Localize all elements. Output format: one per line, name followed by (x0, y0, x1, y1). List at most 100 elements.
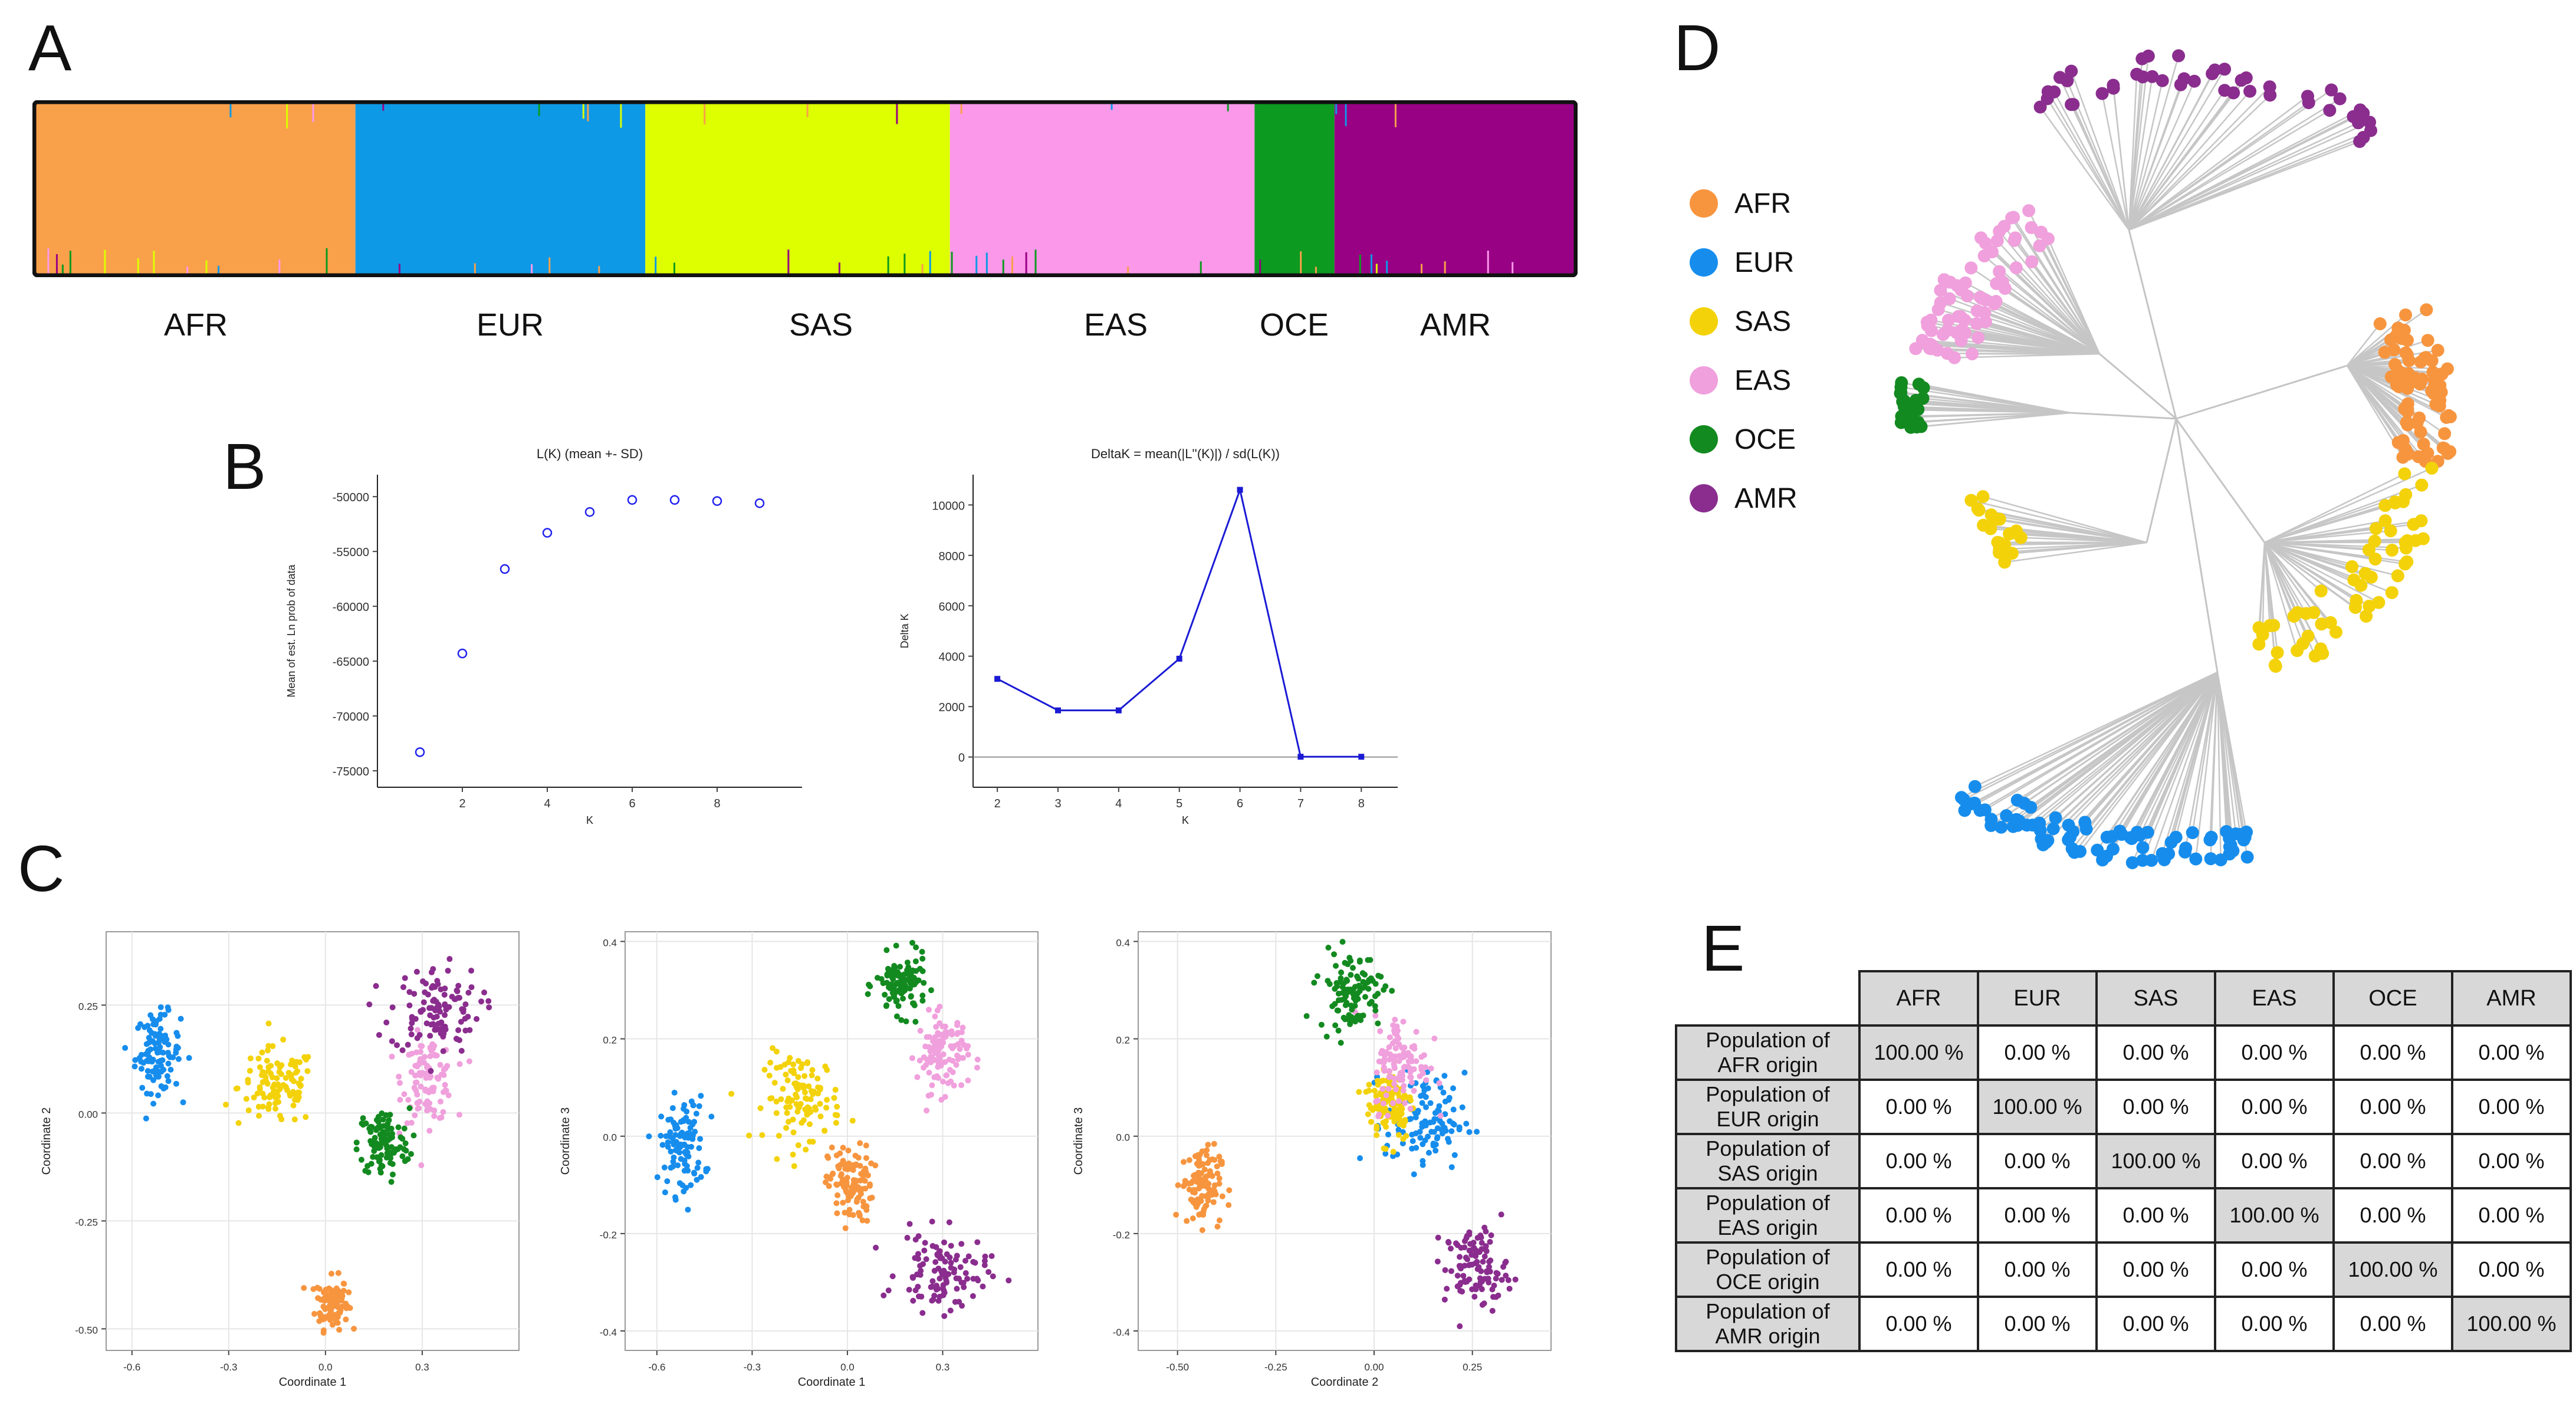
admixture-mark (1300, 251, 1302, 274)
mds-point-sas (778, 1096, 784, 1102)
table-cell: 0.00 % (1977, 1133, 2098, 1189)
tree-tip-afr (2415, 372, 2429, 386)
row-header: Population of SAS origin (1675, 1133, 1861, 1189)
mds-point-afr (860, 1203, 867, 1209)
mds-point-eas (921, 1054, 927, 1060)
mds-point-oce (1346, 1012, 1352, 1018)
y-axis-label: Coordinate 3 (1072, 1107, 1085, 1175)
tree-branch (2005, 288, 2100, 355)
legend-item-afr: AFR (1690, 174, 1798, 233)
mds-point-sas (285, 1070, 292, 1076)
table-cell: 0.00 % (2214, 1024, 2335, 1081)
mds-point-afr (822, 1179, 829, 1185)
mds-point-afr (1208, 1188, 1214, 1195)
mds-point-eas (1392, 1076, 1398, 1082)
tree-tip-amr (2172, 49, 2186, 63)
mds-point-eas (1391, 1027, 1397, 1034)
mds-point-amr (427, 1033, 433, 1039)
mds-point-afr (848, 1185, 855, 1191)
mds-point-oce (919, 948, 925, 955)
table-cell: 0.00 % (1858, 1296, 1979, 1352)
mds-point-sas (245, 1107, 252, 1113)
mds-point-eas (1408, 1053, 1414, 1060)
y-tick-label: -0.2 (600, 1230, 617, 1241)
tree-branch (2101, 93, 2130, 231)
mds-point-eur (1443, 1128, 1449, 1134)
mds-point-oce (912, 958, 919, 965)
mds-point-oce (386, 1117, 392, 1123)
deltak-point (1176, 656, 1182, 662)
mds-point-eas (1396, 1053, 1402, 1059)
mds-point-eur (170, 1054, 176, 1060)
mds-point-afr (334, 1320, 341, 1326)
mds-point-eas (958, 1029, 965, 1036)
mds-point-sas (278, 1062, 285, 1069)
mds-point-amr (962, 1270, 969, 1276)
mds-point-eas (1411, 1066, 1417, 1073)
mds-point-amr (1445, 1239, 1451, 1245)
structure-block-amr (1334, 104, 1574, 274)
mds-point-afr (1204, 1147, 1210, 1153)
mds-point-eas (432, 1052, 438, 1059)
mds-point-oce (1338, 969, 1345, 976)
mds-point-afr (860, 1198, 866, 1205)
mds-point-oce (883, 947, 890, 954)
mds-point-eur (1419, 1100, 1425, 1106)
tree-branch (2263, 542, 2304, 644)
mds-point-eas (1402, 1100, 1408, 1106)
mds-point-oce (913, 979, 919, 985)
x-tick-label: 6 (629, 797, 635, 810)
mds-point-amr (912, 1255, 918, 1261)
mds-point-sas (728, 1090, 735, 1097)
mds-point-eur (693, 1110, 699, 1117)
mds-point-eur (155, 1059, 162, 1065)
mds-point-sas (822, 1128, 828, 1134)
deltak-point (1115, 707, 1122, 714)
legend-label: EUR (1734, 246, 1795, 278)
tree-branch (2128, 55, 2180, 231)
mds-point-oce (367, 1129, 374, 1135)
tree-branch (2128, 81, 2195, 231)
mds-point-eur (1412, 1114, 1419, 1120)
mds-point-oce (899, 990, 905, 996)
tree-branch (2128, 80, 2163, 231)
tree-branch (2264, 541, 2357, 601)
tree-tip-sas (1998, 538, 2012, 551)
mds-point-eur (146, 1039, 153, 1046)
y-tick-label: -75000 (333, 765, 369, 778)
mds-point-sas (790, 1116, 796, 1123)
table-cell: 0.00 % (1977, 1024, 2098, 1081)
mds-point-oce (372, 1135, 378, 1141)
tree-tip-eas (1974, 231, 1988, 245)
admixture-mark (929, 251, 931, 274)
mds-point-eur (685, 1168, 691, 1174)
tree-tip-eur (2136, 841, 2150, 854)
admixture-mark (582, 104, 584, 119)
tree-branch (2009, 533, 2147, 544)
mds-point-oce (1346, 955, 1353, 961)
mds-point-eur (1413, 1145, 1420, 1151)
mds-point-afr (335, 1270, 341, 1276)
mds-point-sas (1391, 1106, 1398, 1112)
mds-point-sas (247, 1055, 254, 1061)
mds-point-amr (428, 1021, 434, 1028)
mds-point-oce (892, 987, 898, 994)
tree-branch (1971, 499, 2147, 544)
mds-point-amr (462, 1015, 468, 1022)
mds-point-sas (812, 1104, 819, 1110)
tree-tip-afr (2426, 366, 2440, 379)
mds-point-sas (804, 1059, 811, 1066)
mds-point-oce (1375, 1020, 1381, 1027)
tree-tip-sas (2416, 532, 2430, 545)
tree-branch (2111, 672, 2219, 837)
mds-point-eur (1431, 1129, 1437, 1135)
mds-point-oce (1331, 951, 1338, 958)
tree-tip-eur (1995, 820, 2008, 834)
mds-point-eur (671, 1089, 678, 1096)
tree-tip-eas (1966, 347, 1979, 361)
x-axis-label: Coordinate 1 (279, 1376, 347, 1389)
mds-point-amr (406, 989, 413, 995)
mds-point-oce (866, 981, 872, 988)
admixture-mark (61, 264, 64, 274)
row-header-line: AMR origin (1715, 1324, 1821, 1348)
